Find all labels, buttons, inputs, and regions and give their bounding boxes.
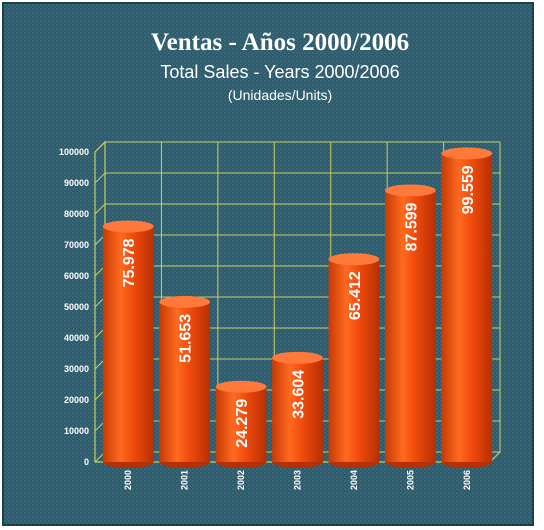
value-label: 99.559 [460,165,477,214]
y-tick-label: 10000 [64,426,89,436]
value-label: 24.279 [234,399,251,448]
y-tick-label: 80000 [64,209,89,219]
y-tick-label: 100000 [59,147,89,157]
value-label: 51.653 [178,314,195,363]
bar [159,301,211,462]
value-label: 87.599 [403,202,420,251]
y-tick-label: 0 [84,457,89,467]
y-tick-label: 30000 [64,364,89,374]
y-tick-label: 40000 [64,333,89,343]
x-tick-label: 2000 [123,470,133,490]
bar-top [159,295,211,308]
bar-top [328,253,380,266]
x-tick-label: 2006 [462,470,472,490]
bar [102,226,154,462]
chart-subtitle: Total Sales - Years 2000/2006 [160,62,399,82]
bar [328,259,380,462]
value-label: 75.978 [121,238,138,287]
x-tick-label: 2005 [405,470,415,490]
bar-top [384,184,436,197]
grid-line [94,141,500,153]
grid-line [94,203,500,215]
x-tick-label: 2004 [349,470,359,490]
y-tick-label: 20000 [64,395,89,405]
y-tick-label: 90000 [64,178,89,188]
bar [272,357,323,462]
value-label: 65.412 [347,271,364,320]
y-tick-label: 60000 [64,271,89,281]
bar-top [441,147,493,160]
bar-top [215,380,267,393]
grid-line [94,172,500,184]
unit-label: (Unidades/Units) [228,87,332,103]
x-tick-label: 2002 [236,470,246,490]
x-tick-label: 2001 [180,470,190,490]
y-tick-label: 50000 [64,302,89,312]
bar-top [102,220,154,233]
bar [384,190,436,462]
y-tick-label: 70000 [64,240,89,250]
bar-top [272,351,323,364]
bar [441,153,493,462]
chart-title: Ventas - Años 2000/2006 [151,29,409,56]
x-tick-label: 2003 [293,470,303,490]
bar [215,386,267,462]
value-label: 33.604 [291,370,308,419]
